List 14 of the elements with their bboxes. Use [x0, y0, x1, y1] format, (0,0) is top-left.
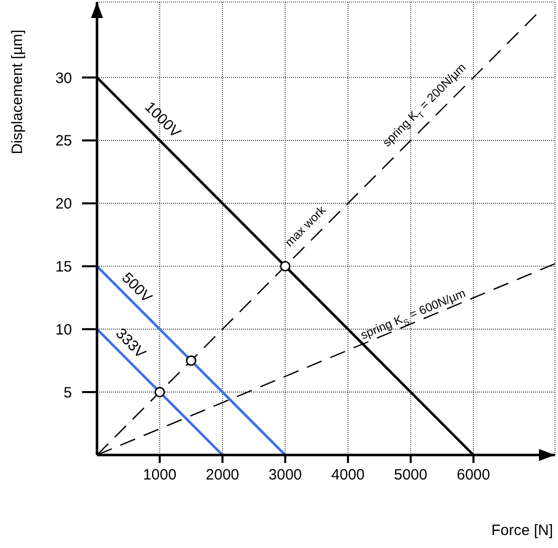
x-tick-label: 2000	[206, 466, 240, 484]
y-tick-label: 25	[55, 132, 72, 150]
x-tick-label: 4000	[331, 466, 365, 484]
y-tick-label: 10	[55, 321, 72, 338]
x-tick-label: 5000	[394, 466, 428, 484]
y-tick-label: 20	[55, 196, 72, 213]
x-tick-label: 3000	[268, 466, 302, 484]
y-axis-title: Displacement [µm]	[9, 30, 26, 154]
y-tick-label: 15	[55, 258, 72, 276]
x-tick-label: 6000	[456, 466, 490, 484]
x-tick-label: 1000	[143, 466, 176, 484]
x-axis-title: Force [N]	[491, 522, 553, 539]
y-tick-label: 5	[64, 384, 72, 402]
y-tick-label: 30	[55, 70, 72, 87]
